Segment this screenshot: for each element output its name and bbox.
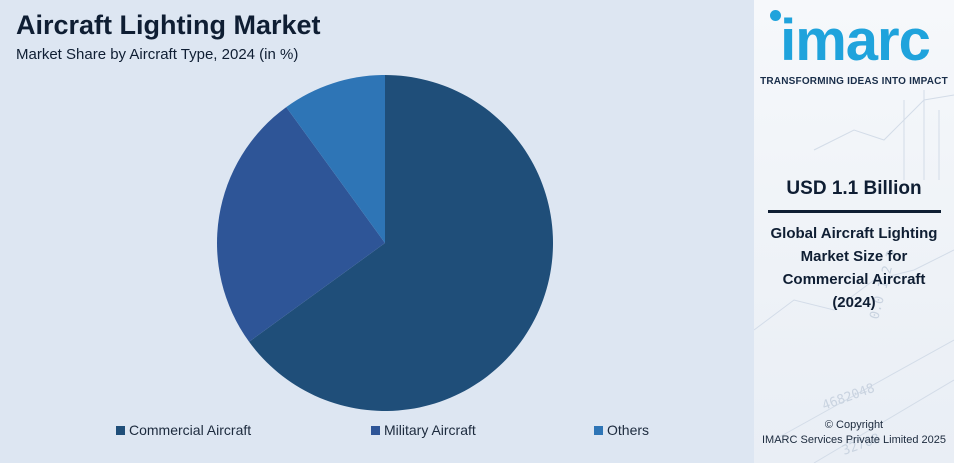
pie-slice-commercial-aircraft	[249, 75, 554, 411]
background-decoration: 0.0 1 2 3 4682048 32768	[754, 90, 954, 463]
legend-label: Commercial Aircraft	[129, 422, 252, 438]
legend-label: Military Aircraft	[384, 422, 476, 438]
legend-swatch	[594, 425, 603, 435]
legend-label: Others	[607, 422, 650, 438]
legend-item-military-aircraft: Military Aircraft	[371, 422, 476, 438]
legend-swatch	[371, 425, 380, 435]
pie-chart	[217, 75, 554, 411]
side-panel: 0.0 1 2 3 4682048 32768 imarc TRANSFORMI…	[754, 0, 954, 463]
legend-item-commercial-aircraft: Commercial Aircraft	[116, 422, 251, 438]
copyright-line-1: © Copyright	[824, 419, 884, 431]
chart-subtitle: Market Share by Aircraft Type, 2024 (in …	[16, 46, 299, 63]
pie-slice-military-aircraft	[217, 107, 385, 342]
copyright: © Copyright IMARC Services Private Limit…	[754, 418, 954, 448]
chart-legend: Commercial Aircraft Military Aircraft Othe…	[0, 422, 754, 444]
chart-title: Aircraft Lighting Market	[16, 10, 321, 40]
logo-dot	[770, 10, 781, 21]
legend-item-others: Others	[594, 422, 649, 438]
stat-caption: Global Aircraft Lighting Market Size for…	[770, 225, 938, 311]
tagline: TRANSFORMING IDEAS INTO IMPACT	[760, 76, 948, 87]
legend-swatch	[116, 425, 125, 435]
chart-panel: Aircraft Lighting Market Market Share by…	[0, 0, 754, 463]
svg-text:4682048: 4682048	[820, 381, 877, 414]
pie-slice-others	[286, 75, 385, 243]
imarc-logo: imarc	[780, 8, 931, 73]
stat-value: USD 1.1 Billion	[786, 178, 922, 199]
divider	[768, 210, 941, 213]
copyright-line-2: IMARC Services Private Limited 2025	[761, 434, 946, 446]
